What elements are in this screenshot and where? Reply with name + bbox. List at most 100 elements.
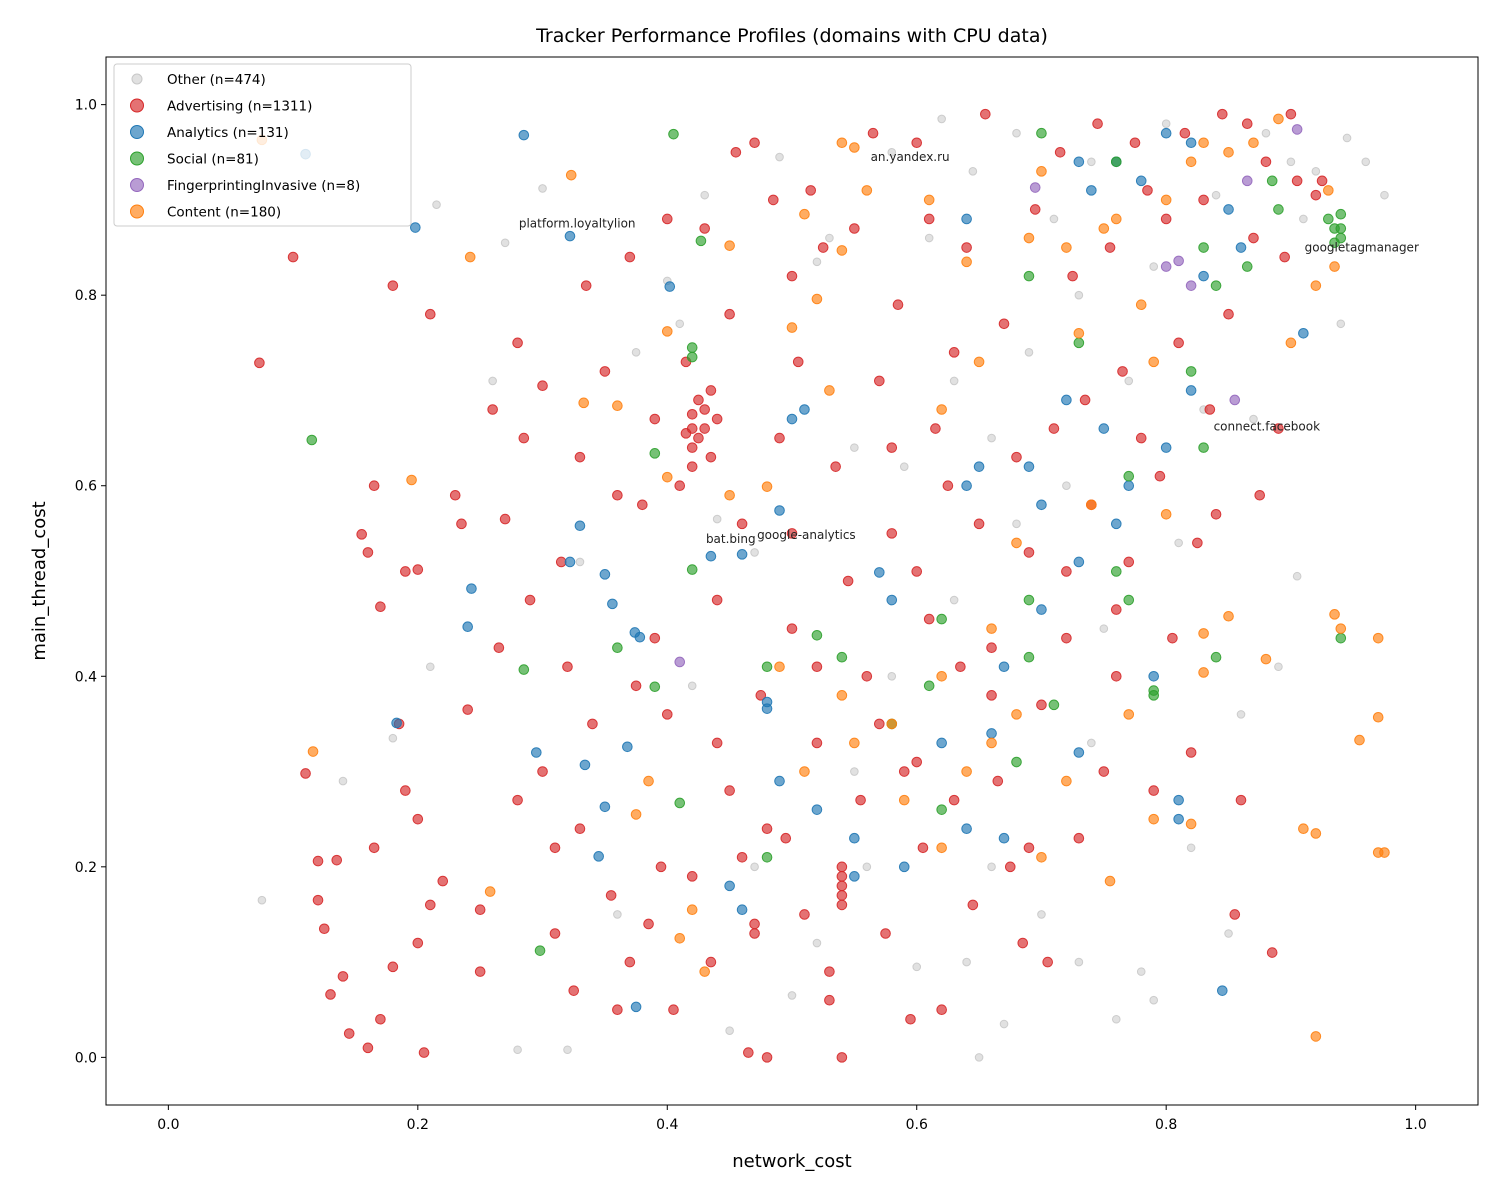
legend-label: FingerprintingInvasive (n=8) [167,178,360,194]
data-point [649,632,661,644]
data-point [257,895,267,905]
data-point [724,880,735,892]
data-point [612,642,623,653]
data-point [612,400,623,411]
data-point [912,962,922,972]
data-point [1086,185,1097,196]
data-point [512,794,523,806]
data-point [1273,204,1284,215]
data-point [631,348,641,357]
data-point [607,598,618,610]
data-point [1185,385,1197,396]
data-point [1185,280,1197,291]
data-point [705,550,717,562]
data-point [1110,670,1122,682]
data-point [774,775,785,787]
data-point [1061,566,1072,577]
data-point [999,1019,1009,1029]
data-point [862,862,872,872]
data-point [774,432,785,444]
data-point [1380,190,1389,200]
data-point [564,230,576,242]
data-point [425,662,435,672]
data-point [400,785,411,796]
data-point [1148,785,1160,796]
data-point [1011,709,1022,720]
data-point [750,862,759,872]
data-point [1335,623,1347,634]
data-point [799,766,810,777]
data-point [767,194,779,206]
data-point [973,356,985,368]
data-point [1336,319,1346,329]
data-point [1241,261,1253,272]
data-point [1111,1014,1121,1024]
data-point [711,413,723,425]
data-point [464,251,476,263]
data-point [518,664,530,675]
data-point [898,766,910,777]
data-point [1298,823,1309,835]
data-point [1079,394,1091,406]
data-point [761,703,773,714]
data-point [836,880,848,892]
data-point [998,832,1010,844]
data-point [1198,242,1209,253]
data-point [699,404,710,415]
data-point [1292,571,1302,581]
data-point [1186,843,1196,853]
data-point [549,842,561,854]
data-point [898,794,910,806]
data-point [755,690,767,701]
data-point [961,213,972,225]
data-point [1361,157,1371,167]
data-point [830,461,841,472]
data-point [1073,832,1085,844]
data-point [312,894,324,906]
data-point [612,1004,623,1016]
data-point [992,775,1004,787]
data-point [1023,842,1035,854]
data-point [699,966,710,977]
data-point [761,661,773,673]
data-point [1185,156,1197,168]
data-point [1379,847,1390,858]
data-point [674,932,686,944]
data-point [1260,653,1272,665]
legend-label: Social (n=81) [167,152,259,168]
data-point [630,680,642,692]
data-point [1148,813,1160,825]
x-axis: 0.0 0.2 0.4 0.6 0.8 1.0 [157,1105,1427,1133]
legend-label: Content (n=180) [167,205,281,221]
data-point [861,185,873,196]
data-point [961,256,972,268]
data-point [1323,185,1334,196]
data-point [1148,685,1160,696]
data-point [724,785,735,796]
data-point [836,1052,848,1063]
data-point [799,208,810,220]
data-point [649,448,661,459]
data-point [695,235,707,247]
data-point [986,728,997,739]
data-point [1110,213,1122,225]
data-point [686,871,698,882]
data-point [986,737,997,749]
data-point [961,766,972,777]
data-point [849,223,860,234]
data-point [1198,628,1209,639]
annotation-label: googletagmanager [1305,240,1419,254]
data-point [836,861,848,873]
data-point [362,547,374,558]
data-point [624,956,636,968]
data-point [730,146,742,158]
data-point [973,461,985,472]
data-point [524,594,536,606]
data-point [924,233,934,243]
data-point [675,319,685,329]
data-point [1329,609,1340,620]
data-point [563,1045,572,1055]
data-point [1223,610,1234,622]
data-point [686,342,698,353]
